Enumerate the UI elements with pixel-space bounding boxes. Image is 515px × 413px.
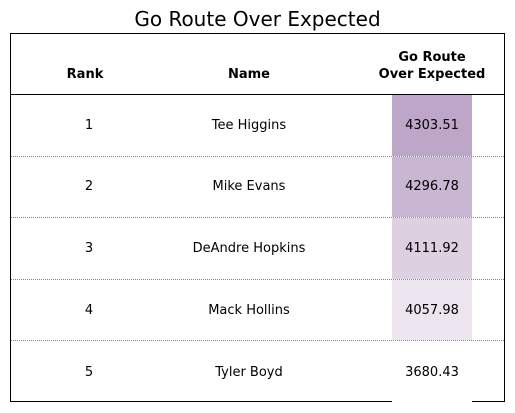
rank-cell: 5 bbox=[84, 364, 94, 380]
table-row: 4 Mack Hollins 4057.98 bbox=[11, 279, 504, 342]
rank-cell: 3 bbox=[84, 240, 94, 256]
rank-cell: 2 bbox=[84, 179, 94, 195]
table-row: 3 DeAndre Hopkins 4111.92 bbox=[11, 218, 504, 280]
table-header: Rank Name Go Route Over Expected bbox=[11, 34, 504, 95]
table-frame: Rank Name Go Route Over Expected 1 Tee Hi… bbox=[10, 33, 505, 403]
column-header-name: Name bbox=[227, 67, 270, 82]
table-row: 2 Mike Evans 4296.78 bbox=[11, 156, 504, 219]
rank-cell: 4 bbox=[84, 302, 94, 318]
name-cell: Mike Evans bbox=[212, 179, 286, 195]
name-cell: Tee Higgins bbox=[211, 117, 287, 133]
go-route-value-cell: 4111.92 bbox=[392, 218, 472, 279]
column-header-rank: Rank bbox=[66, 67, 104, 82]
chart-title: Go Route Over Expected bbox=[134, 7, 381, 31]
go-route-value-cell: 4057.98 bbox=[392, 279, 472, 341]
go-route-value-cell: 4296.78 bbox=[392, 156, 472, 218]
go-route-value-cell: 4303.51 bbox=[392, 95, 472, 156]
name-cell: Tyler Boyd bbox=[215, 364, 283, 380]
rank-cell: 1 bbox=[84, 117, 94, 133]
column-header-go-route-over-expected: Go Route Over Expected bbox=[378, 50, 486, 82]
name-cell: Mack Hollins bbox=[208, 302, 290, 318]
table-row: 1 Tee Higgins 4303.51 bbox=[11, 95, 504, 157]
table-row: 5 Tyler Boyd 3680.43 bbox=[11, 341, 504, 403]
name-cell: DeAndre Hopkins bbox=[192, 240, 306, 256]
go-route-value-cell: 3680.43 bbox=[392, 341, 472, 403]
